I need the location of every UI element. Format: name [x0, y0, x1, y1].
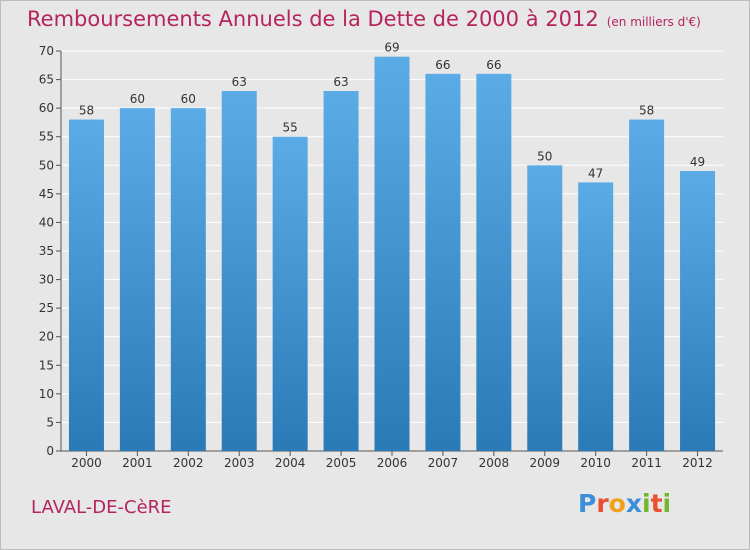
bar-2008 — [476, 73, 512, 451]
data-label-2007: 66 — [435, 58, 450, 72]
axes: 0 5 10 15 20 25 30 35 40 45 50 55 60 65 70 2000 2001 2002… — [39, 44, 723, 470]
x-tick-label-2001: 2001 — [122, 456, 153, 470]
data-label-2009: 50 — [537, 149, 552, 163]
y-tick-label: 45 — [39, 187, 54, 201]
y-tick-label: 55 — [39, 130, 54, 144]
y-tick-label: 50 — [39, 158, 54, 172]
logo-letter: i — [662, 489, 672, 518]
logo-letter: i — [642, 489, 651, 518]
bars — [68, 56, 716, 452]
data-label-2002: 60 — [181, 92, 196, 106]
bar-2006 — [374, 56, 410, 451]
x-tick-label-2011: 2011 — [631, 456, 662, 470]
x-tick-label-2008: 2008 — [479, 456, 510, 470]
logo-letter: x — [625, 489, 642, 518]
bar-2012 — [680, 171, 716, 451]
data-label-2004: 55 — [283, 121, 298, 135]
data-labels: 58 60 60 63 55 63 69 66 66 50 47 58 49 — [79, 41, 705, 181]
bar-2003 — [221, 91, 257, 451]
logo-letter: r — [596, 489, 609, 518]
y-tick-label: 30 — [39, 273, 54, 287]
bar-2000 — [68, 119, 104, 452]
x-tick-label-2003: 2003 — [224, 456, 255, 470]
chart-title: Remboursements Annuels de la Dette de 20… — [27, 7, 701, 31]
x-tick-label-2005: 2005 — [326, 456, 357, 470]
chart-main-title: Remboursements Annuels de la Dette de 20… — [27, 7, 599, 31]
y-tick-label: 5 — [46, 415, 54, 429]
y-tick-label: 25 — [39, 301, 54, 315]
x-tick-label-2007: 2007 — [428, 456, 459, 470]
bar-2009 — [527, 165, 563, 452]
data-label-2000: 58 — [79, 104, 94, 118]
logo-letter: o — [608, 489, 626, 518]
data-label-2011: 58 — [639, 104, 654, 118]
data-label-2001: 60 — [130, 92, 145, 106]
y-tick-label: 15 — [39, 358, 54, 372]
x-tick-label-2010: 2010 — [580, 456, 611, 470]
y-tick-label: 20 — [39, 330, 54, 344]
bar-2001 — [119, 108, 155, 452]
y-tick-label: 65 — [39, 73, 54, 87]
y-tick-label: 60 — [39, 101, 54, 115]
data-label-2008: 66 — [486, 58, 501, 72]
x-tick-label-2000: 2000 — [71, 456, 102, 470]
bar-2007 — [425, 73, 461, 451]
bar-2004 — [272, 136, 308, 451]
y-tick-label: 35 — [39, 244, 54, 258]
x-tick-label-2002: 2002 — [173, 456, 204, 470]
bar-2010 — [578, 182, 614, 451]
logo-letter: t — [650, 489, 663, 518]
x-tick-label-2012: 2012 — [682, 456, 713, 470]
bar-2011 — [629, 119, 665, 452]
data-label-2003: 63 — [232, 75, 247, 89]
y-tick-label: 70 — [39, 44, 54, 58]
chart-subtitle: (en milliers d'€) — [606, 15, 701, 29]
y-tick-label: 0 — [46, 444, 54, 458]
data-label-2010: 47 — [588, 166, 603, 180]
x-tick-label-2009: 2009 — [529, 456, 560, 470]
y-tick-label: 10 — [39, 387, 54, 401]
data-label-2006: 69 — [384, 41, 399, 55]
x-tick-label-2006: 2006 — [377, 456, 408, 470]
data-label-2012: 49 — [690, 155, 705, 169]
bar-2002 — [170, 108, 206, 452]
commune-name: LAVAL-DE-CèRE — [31, 497, 172, 518]
data-label-2005: 63 — [333, 75, 348, 89]
logo-letter: P — [578, 489, 597, 518]
x-tick-label-2004: 2004 — [275, 456, 306, 470]
y-tick-label: 40 — [39, 215, 54, 229]
bar-2005 — [323, 91, 359, 451]
proxiti-logo: Proxiti — [578, 489, 671, 518]
